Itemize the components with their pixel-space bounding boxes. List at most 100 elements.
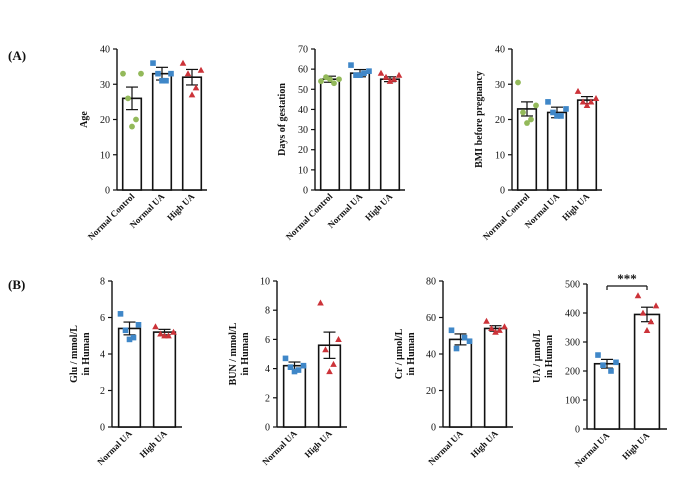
point-high-ua	[161, 332, 168, 339]
y-tick-label: 2	[100, 386, 105, 397]
point-normal-ua	[558, 113, 564, 119]
y-tick-label: 10	[495, 150, 505, 161]
y-tick-label: 400	[565, 309, 580, 320]
chart-4-glu-mmol-l-in-human: 0 2 4 6 8 Glu / mmol/L in Human Normal UA High U…	[69, 277, 182, 467]
x-tick-label-high-ua: High UA	[469, 428, 501, 460]
point-normal-ua	[595, 352, 601, 358]
y-tick-label: 30	[100, 80, 110, 91]
point-high-ua	[386, 77, 394, 84]
point-high-ua	[501, 323, 508, 330]
y-axis-title: BMI before pregnancy	[474, 71, 485, 168]
x-tick-label-high-ua: High UA	[303, 428, 335, 460]
x-tick-label-high-ua: High UA	[165, 191, 197, 223]
y-tick-label: 0	[303, 186, 308, 197]
bar-normal-ua	[151, 72, 173, 191]
point-high-ua	[317, 299, 324, 306]
point-normal-ua	[613, 359, 619, 366]
y-tick-label: 50	[298, 85, 308, 96]
point-high-ua	[330, 360, 337, 367]
y-tick-label: 0	[265, 423, 270, 434]
y-axis-title-line2: in Human	[81, 332, 92, 376]
x-tick-label-high-ua: High UA	[363, 191, 395, 223]
bar-normal-ua	[546, 111, 568, 191]
point-high-ua	[395, 71, 403, 78]
y-tick-label: 10	[100, 150, 110, 161]
y-tick-label: 100	[565, 396, 580, 407]
y-axis-title: Cr / µmol/L	[394, 328, 405, 379]
point-high-ua	[639, 309, 647, 316]
point-high-ua	[326, 368, 333, 375]
y-axis-title: BUN / mmol/L	[228, 322, 239, 385]
chart-7-ua-mol-l-in-human: 0 100 200 300 400 500 UA / µmol/L in Human Norma…	[532, 271, 667, 469]
point-normal-control	[318, 78, 324, 85]
y-tick-label: 40	[298, 105, 308, 116]
point-normal-ua	[300, 362, 307, 369]
point-normal-control	[336, 76, 342, 83]
point-normal-ua	[150, 60, 156, 66]
x-tick-label-normal-ua: Normal UA	[426, 428, 465, 467]
y-axis-title: Age	[79, 111, 90, 128]
point-normal-ua	[287, 364, 294, 370]
point-high-ua	[152, 323, 159, 330]
y-axis-title-line2: in Human	[406, 332, 417, 376]
point-normal-ua	[554, 113, 560, 119]
bar-normal-ua	[117, 327, 142, 428]
point-high-ua	[592, 94, 600, 101]
bar-high-ua	[483, 327, 508, 428]
chart-5-bun-mmol-l-in-human: 0 2 4 6 8 10 BUN / mmol/L in Human Normal UA High…	[228, 277, 347, 467]
point-high-ua	[188, 91, 196, 98]
chart-2-days-of-gestation: 0 10 20 30 40 50 60 70 Days of gestation Normal C…	[277, 45, 405, 242]
y-tick-label: 0	[575, 425, 580, 436]
y-tick-label: 80	[426, 277, 436, 288]
y-axis-title: Glu / mmol/L	[69, 325, 80, 383]
point-normal-ua	[282, 355, 289, 362]
point-normal-ua	[348, 62, 354, 68]
point-normal-ua	[453, 345, 460, 352]
bar-normal-ua	[282, 364, 307, 428]
point-normal-control	[520, 109, 526, 116]
bar-high-ua	[152, 331, 177, 428]
bar-normal-ua	[593, 362, 621, 430]
point-high-ua	[335, 336, 342, 342]
point-high-ua	[574, 87, 582, 94]
y-tick-label: 40	[100, 45, 110, 56]
bar-normal-control	[319, 78, 341, 191]
point-high-ua	[587, 98, 595, 105]
y-axis-title-line2: in Human	[544, 335, 555, 379]
x-tick-label-normal-ua: Normal UA	[573, 430, 612, 469]
y-tick-label: 70	[298, 45, 308, 56]
point-normal-ua	[135, 322, 142, 328]
panel-label-b: (B)	[8, 277, 25, 292]
y-tick-label: 8	[265, 306, 270, 317]
x-tick-label-high-ua: High UA	[560, 191, 592, 223]
bar-normal-control	[121, 97, 143, 191]
point-normal-ua	[295, 367, 302, 373]
y-tick-label: 0	[431, 423, 436, 434]
point-normal-ua	[126, 336, 133, 343]
point-normal-control	[129, 123, 135, 130]
y-tick-label: 8	[100, 277, 105, 288]
y-tick-label: 40	[495, 45, 505, 56]
point-normal-ua	[366, 68, 372, 74]
x-tick-label-high-ua: High UA	[620, 430, 652, 462]
point-normal-ua	[357, 72, 363, 78]
point-high-ua	[634, 292, 642, 299]
y-tick-label: 60	[426, 313, 436, 324]
point-normal-ua	[159, 77, 165, 84]
point-normal-ua	[361, 70, 367, 76]
point-high-ua	[492, 328, 499, 335]
y-tick-label: 40	[426, 350, 436, 361]
y-axis-title: UA / µmol/L	[532, 330, 543, 383]
y-tick-label: 0	[500, 186, 505, 197]
bar-normal-ua	[349, 72, 371, 191]
point-high-ua	[579, 98, 587, 105]
point-normal-control	[138, 70, 144, 77]
point-normal-ua	[168, 70, 174, 77]
bar-high-ua	[379, 78, 401, 191]
point-high-ua	[390, 75, 398, 82]
point-normal-ua	[163, 77, 169, 84]
point-high-ua	[583, 102, 591, 108]
y-tick-label: 20	[426, 386, 436, 397]
